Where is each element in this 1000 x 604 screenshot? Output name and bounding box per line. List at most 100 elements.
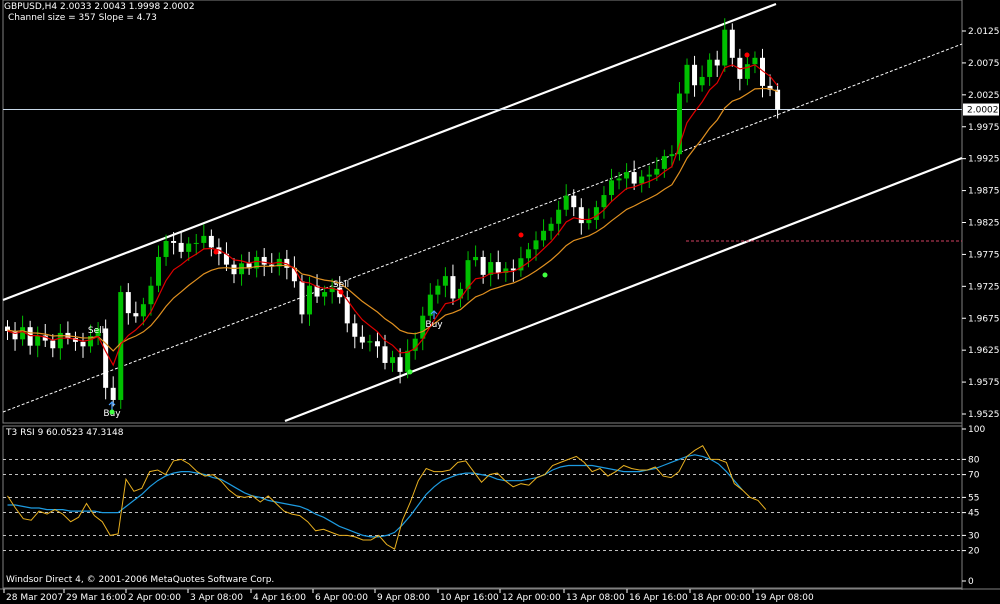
candle-body	[57, 332, 63, 349]
candle-body	[654, 168, 660, 175]
candle-body	[646, 174, 652, 177]
candle-body	[616, 178, 622, 181]
price-tick-label: 1.9625	[968, 346, 1000, 356]
candle-body	[556, 209, 562, 224]
price-tick-label: 1.9775	[968, 250, 1000, 260]
candle-body	[382, 346, 388, 363]
fast-moving-average	[7, 64, 779, 367]
candle-body	[5, 326, 10, 332]
rsi-tick-label: 100	[968, 425, 985, 435]
green-signal-dot	[109, 409, 115, 415]
rsi-tick-label: 20	[968, 547, 980, 557]
candle-body	[578, 207, 584, 224]
candle-body	[171, 241, 177, 243]
trend-channel	[2, 2, 963, 423]
candle-body	[12, 331, 18, 340]
time-tick-label: 18 Apr 00:00	[692, 593, 751, 603]
candle-body	[412, 338, 418, 351]
price-tick-label: 1.9675	[968, 314, 1000, 324]
rsi-panel-frame	[2, 425, 963, 589]
candle-body	[722, 29, 728, 66]
candle-body	[314, 285, 320, 297]
candle-body	[525, 249, 531, 259]
candle-body	[669, 154, 675, 157]
candle-body	[601, 195, 607, 208]
candle-body	[518, 258, 524, 271]
candle-body	[133, 313, 139, 317]
candle-body	[473, 256, 479, 261]
price-tick-label: 1.9925	[968, 155, 1000, 165]
candle-body	[563, 195, 569, 210]
time-tick-label: 4 Apr 16:00	[253, 593, 306, 603]
rsi-tick-label: 30	[968, 531, 980, 541]
candle-body	[95, 328, 101, 337]
time-tick-label: 3 Apr 08:00	[190, 593, 243, 603]
candle-body	[269, 264, 275, 267]
candle-body	[246, 263, 252, 269]
candle-body	[450, 276, 456, 299]
rsi-tick-label: 45	[968, 509, 979, 519]
time-tick-label: 19 Apr 08:00	[755, 593, 814, 603]
candle-body	[503, 268, 509, 273]
candle-body	[435, 285, 441, 295]
rsi-tick-label: 55	[968, 493, 979, 503]
red-signal-dot	[338, 289, 344, 295]
candle-body	[631, 172, 637, 184]
candle-body	[571, 195, 577, 208]
candle-body	[193, 242, 199, 244]
candle-body	[405, 350, 411, 372]
candle-body	[714, 59, 720, 66]
candle-body	[110, 387, 116, 400]
price-tick-label: 2.0125	[968, 27, 1000, 37]
rsi-tick-label: 0	[968, 577, 974, 587]
candle-body	[541, 230, 547, 241]
green-signal-dot	[542, 272, 548, 278]
candle-body	[465, 260, 471, 289]
candle-body	[692, 64, 698, 86]
channel-middle-line	[2, 43, 963, 413]
green-signal-dot	[407, 369, 413, 375]
red-signal-dot	[518, 232, 524, 238]
candle-body	[35, 335, 41, 346]
price-tick-label: 2.0075	[968, 59, 1000, 69]
candle-body	[27, 327, 33, 346]
rsi-fast-line	[7, 445, 767, 550]
candle-body	[80, 341, 86, 347]
candle-body	[20, 327, 26, 340]
candle-body	[322, 292, 328, 297]
candle-body	[707, 59, 713, 77]
candle-body	[148, 285, 154, 305]
candle-body	[676, 93, 682, 155]
time-tick-label: 10 Apr 16:00	[440, 593, 499, 603]
candle-body	[367, 341, 373, 343]
red-signal-dot	[744, 52, 750, 58]
candle-body	[50, 340, 56, 349]
candle-body	[307, 285, 312, 315]
candle-body	[397, 357, 403, 372]
price-tick-label: 1.9525	[968, 410, 1000, 420]
time-tick-label: 9 Apr 08:00	[377, 593, 430, 603]
candle-body	[427, 294, 433, 316]
candle-body	[374, 341, 380, 347]
rsi-slow-line	[7, 454, 743, 538]
candle-body	[201, 235, 207, 243]
candle-body	[624, 172, 630, 179]
candlestick-series	[5, 18, 781, 409]
candle-body	[684, 64, 690, 94]
price-tick-label: 1.9875	[968, 187, 1000, 197]
candle-body	[178, 242, 184, 252]
axis-layer: 2.0125 2.0075 2.0025 1.9975 1.9925 1.9875 1.98…	[3, 27, 1000, 603]
candle-body	[586, 219, 592, 224]
channel-lower-line	[284, 156, 963, 423]
time-tick-label: 13 Apr 08:00	[566, 593, 625, 603]
candle-body	[390, 357, 396, 363]
candle-body	[156, 256, 161, 286]
rsi-header: T3 RSI 9 60.0523 47.3148	[6, 428, 124, 438]
candle-body	[760, 57, 765, 86]
candle-body	[186, 243, 192, 252]
price-panel-frame	[2, 0, 963, 424]
candle-body	[223, 253, 229, 265]
candle-body	[125, 292, 131, 314]
candle-body	[495, 262, 501, 273]
candle-body	[103, 328, 109, 388]
